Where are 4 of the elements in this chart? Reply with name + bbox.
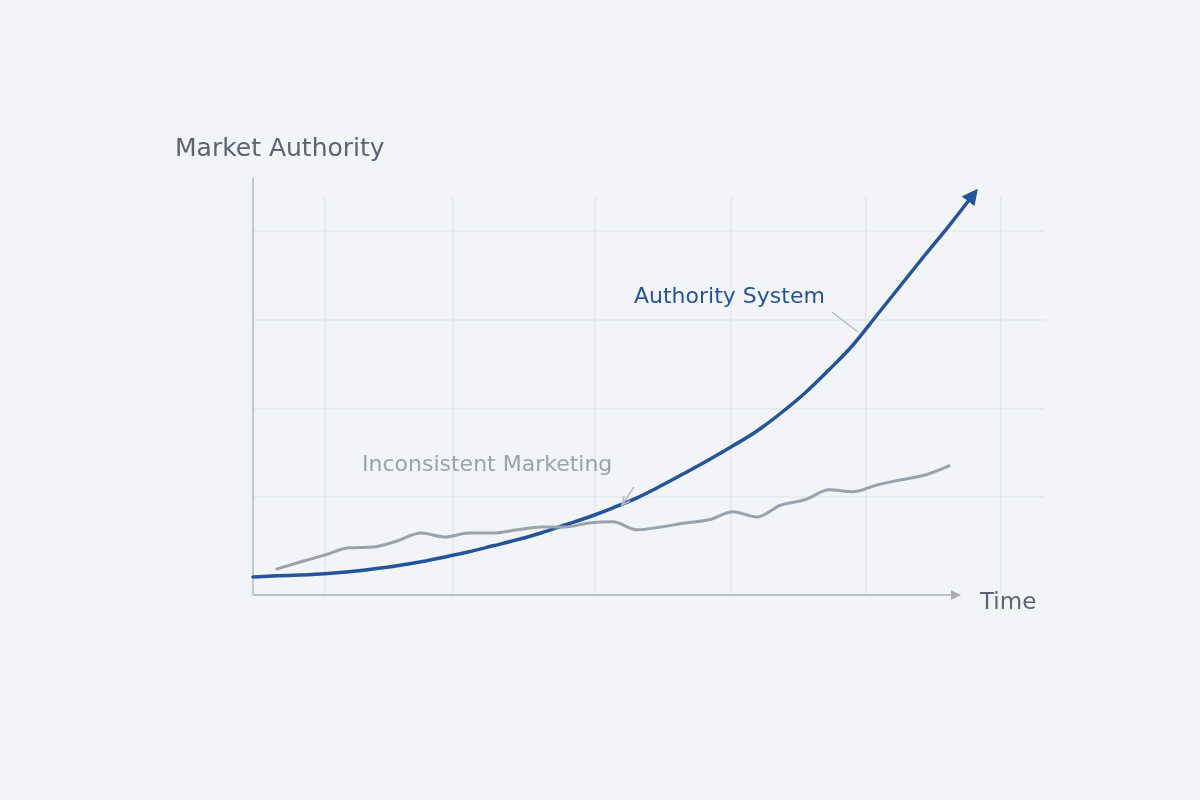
x-axis-title: Time bbox=[979, 588, 1037, 614]
y-axis-title: Market Authority bbox=[175, 133, 385, 162]
text: Authority System bbox=[634, 283, 825, 308]
text: Inconsistent Marketing bbox=[362, 451, 613, 476]
